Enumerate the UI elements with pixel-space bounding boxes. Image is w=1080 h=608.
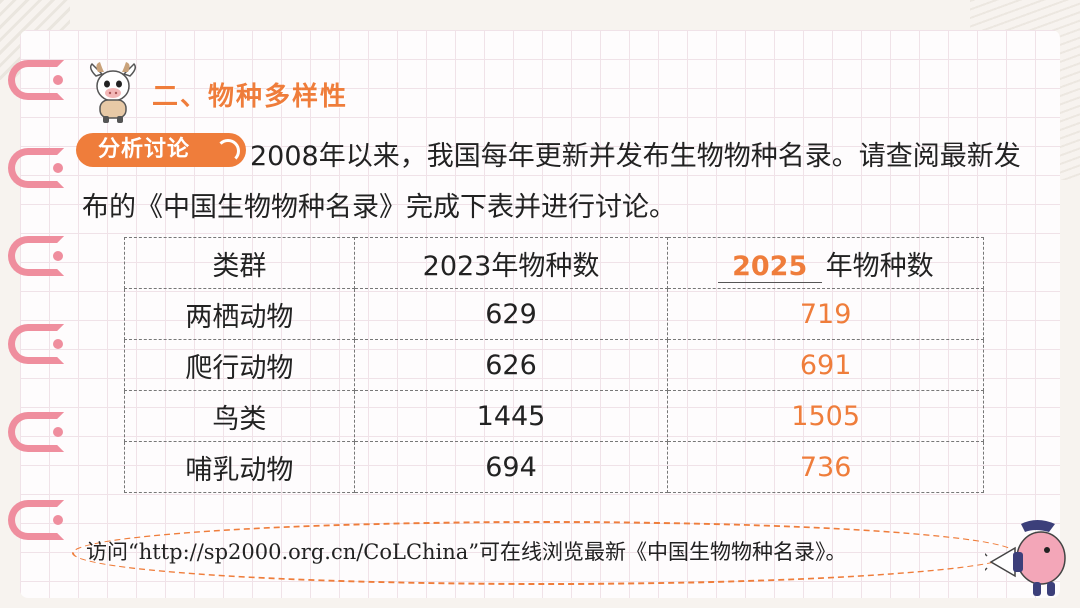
- header-group: 类群: [124, 237, 355, 289]
- section-title: 二、物种多样性: [152, 82, 349, 112]
- binder-ring: [8, 324, 64, 364]
- cell-group: 哺乳动物: [124, 441, 355, 493]
- discussion-tag-label: 分析讨论: [98, 137, 191, 162]
- cell-count-2023: 694: [353, 441, 669, 493]
- binder-ring: [8, 500, 64, 540]
- species-table: 类群 2023年物种数 2025 年物种数 两栖动物 629 719 爬行动物 6…: [124, 237, 984, 493]
- table-row: 爬行动物 626 691: [124, 339, 984, 391]
- cell-group: 爬行动物: [124, 339, 355, 391]
- cow-mascot-icon: [89, 62, 137, 123]
- binder-ring: [8, 60, 64, 100]
- discussion-paragraph: 2008年以来，我国每年更新并发布生物物种名录。请查阅最新发布的《中国生物物种名…: [82, 141, 1021, 223]
- website-note: 访问“http://sp2000.org.cn/CoLChina”可在线浏览最新…: [86, 540, 847, 564]
- header-2023: 2023年物种数: [353, 237, 669, 289]
- fill-year-value: 2025: [717, 251, 822, 283]
- cell-count-2023: 1445: [353, 390, 669, 442]
- cell-count-2023: 629: [353, 288, 669, 340]
- binder-rings: [8, 60, 78, 580]
- cell-count-2023: 626: [353, 339, 669, 391]
- cell-group: 两栖动物: [124, 288, 355, 340]
- binder-ring: [8, 412, 64, 452]
- binder-ring: [8, 236, 64, 276]
- fill-year-suffix: 年物种数: [825, 250, 934, 282]
- cell-count-new: 1505: [667, 390, 984, 442]
- discussion-tag: 分析讨论: [76, 133, 246, 167]
- binder-ring: [8, 148, 64, 188]
- cell-count-new: 691: [667, 339, 984, 391]
- table-row: 哺乳动物 694 736: [124, 441, 984, 493]
- cell-group: 鸟类: [124, 390, 355, 442]
- curl-icon: [216, 139, 240, 163]
- megaphone-mascot-icon: [985, 520, 1066, 596]
- cell-count-new: 736: [667, 441, 984, 493]
- table-row: 鸟类 1445 1505: [124, 390, 984, 442]
- header-fill-year: 2025 年物种数: [667, 237, 984, 289]
- cell-count-new: 719: [667, 288, 984, 340]
- table-header-row: 类群 2023年物种数 2025 年物种数: [124, 237, 984, 289]
- table-row: 两栖动物 629 719: [124, 288, 984, 340]
